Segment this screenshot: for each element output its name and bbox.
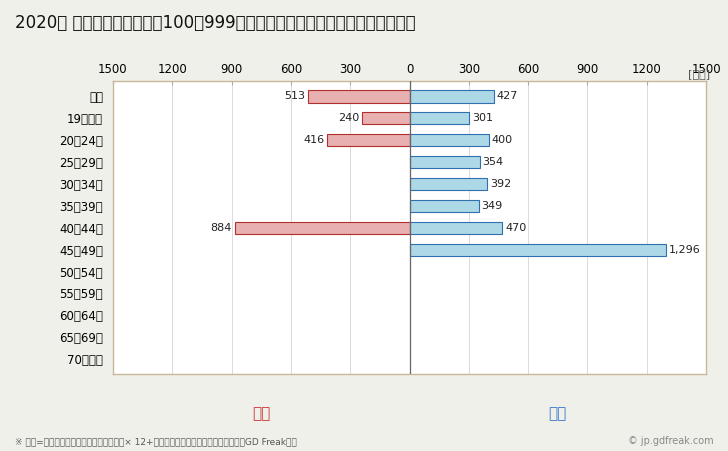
Text: 301: 301 bbox=[472, 113, 493, 124]
Text: 416: 416 bbox=[303, 135, 324, 145]
Text: 354: 354 bbox=[483, 157, 504, 167]
Text: ※ 年収=「きまって支給する現金給与額」× 12+「年間賞与その他特別給与額」としてGD Freak推計: ※ 年収=「きまって支給する現金給与額」× 12+「年間賞与その他特別給与額」と… bbox=[15, 437, 296, 446]
Text: © jp.gdfreak.com: © jp.gdfreak.com bbox=[628, 437, 713, 446]
Text: 400: 400 bbox=[491, 135, 513, 145]
Text: [万円]: [万円] bbox=[688, 69, 710, 79]
Text: 427: 427 bbox=[497, 92, 518, 101]
Text: 男性: 男性 bbox=[549, 406, 567, 421]
Text: 884: 884 bbox=[210, 223, 232, 233]
Bar bbox=[409, 91, 494, 102]
Bar bbox=[409, 200, 478, 212]
Bar bbox=[409, 244, 666, 256]
Bar bbox=[409, 134, 488, 146]
Bar bbox=[409, 156, 480, 168]
Bar bbox=[308, 91, 409, 102]
Text: 392: 392 bbox=[490, 179, 511, 189]
Text: 2020年 民間企業（従業者数100～999人）フルタイム労働者の男女別平均年収: 2020年 民間企業（従業者数100～999人）フルタイム労働者の男女別平均年収 bbox=[15, 14, 415, 32]
Bar bbox=[409, 112, 469, 124]
Text: 513: 513 bbox=[284, 92, 305, 101]
Bar bbox=[327, 134, 409, 146]
Bar bbox=[362, 112, 409, 124]
Bar bbox=[409, 178, 487, 190]
Text: 470: 470 bbox=[505, 223, 526, 233]
Text: 240: 240 bbox=[338, 113, 359, 124]
Text: 349: 349 bbox=[481, 201, 503, 211]
Bar bbox=[234, 222, 409, 234]
Bar bbox=[409, 222, 502, 234]
Text: 1,296: 1,296 bbox=[669, 244, 700, 255]
Text: 女性: 女性 bbox=[252, 406, 270, 421]
